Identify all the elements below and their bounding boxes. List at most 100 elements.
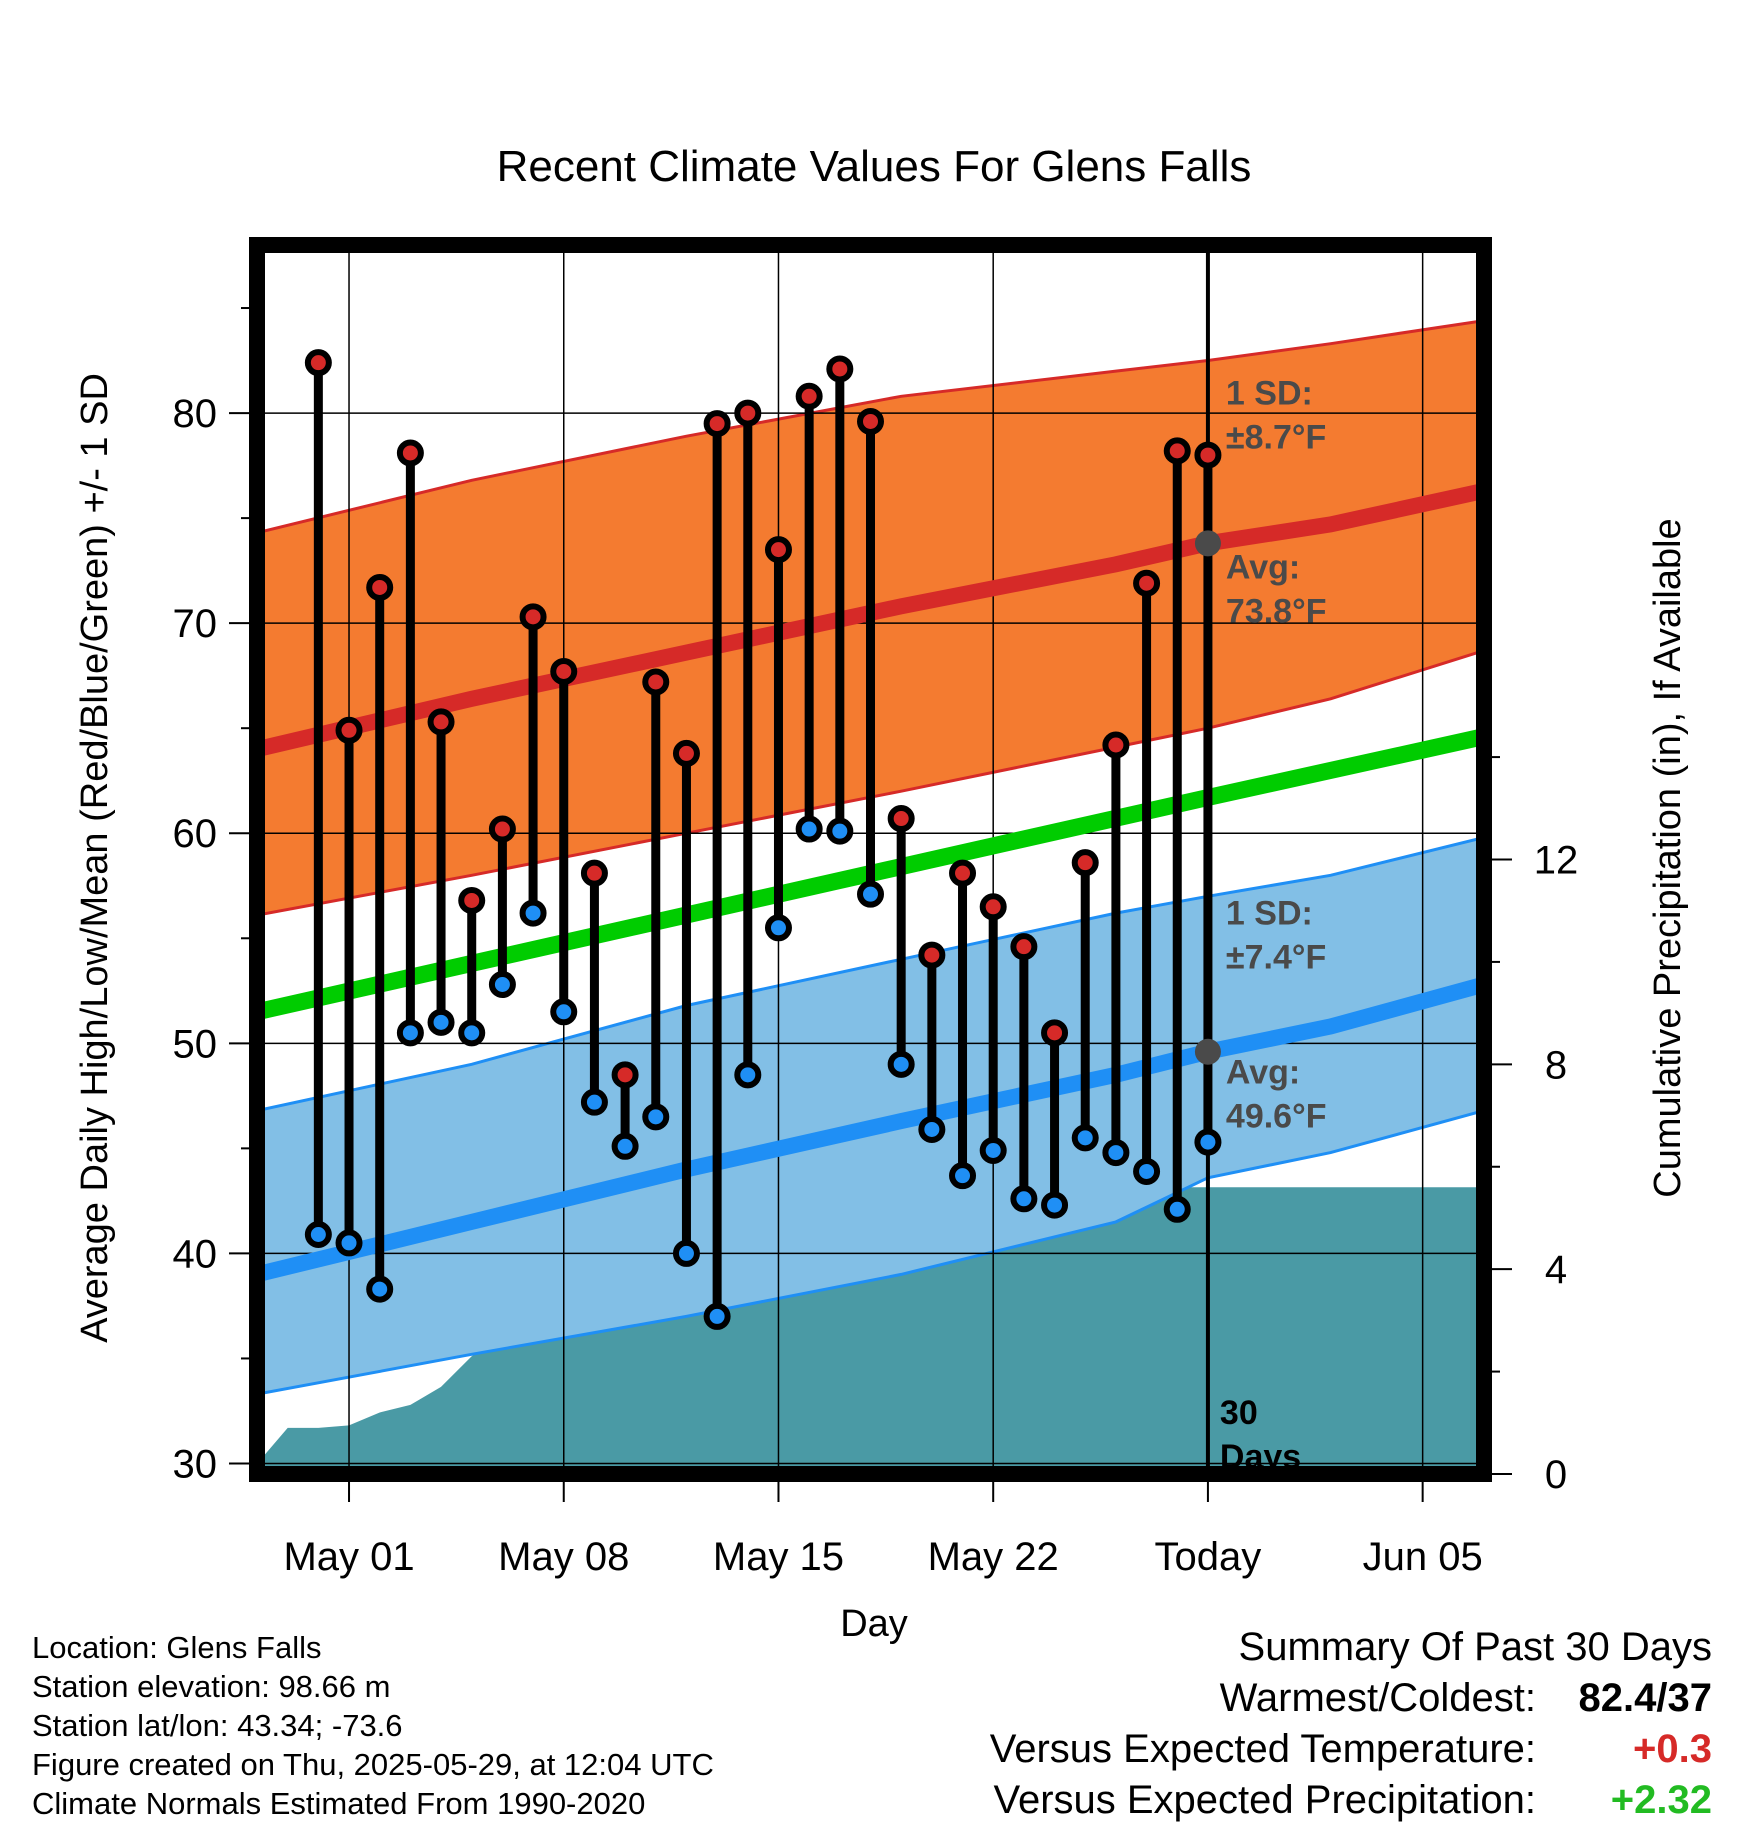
- today-high-avg-marker: [1194, 530, 1221, 557]
- daily-high-point: [304, 349, 332, 377]
- daily-low-point: [611, 1132, 639, 1160]
- daily-low-point: [642, 1103, 670, 1131]
- daily-high-point: [427, 708, 455, 736]
- daily-low-point: [1194, 1128, 1222, 1156]
- daily-high-point: [642, 668, 670, 696]
- daily-low-point: [918, 1115, 946, 1143]
- daily-high-point: [366, 573, 394, 601]
- y2-tick-label: 8: [1545, 1043, 1567, 1087]
- latlon-text: Station lat/lon: 43.34; -73.6: [32, 1708, 403, 1743]
- daily-high-point: [611, 1061, 639, 1089]
- daily-low-point: [703, 1302, 731, 1330]
- daily-low-point: [427, 1008, 455, 1036]
- daily-high-point: [1194, 441, 1222, 469]
- y-tick-label: 80: [173, 392, 218, 436]
- chart-title: Recent Climate Values For Glens Falls: [497, 142, 1252, 191]
- daily-high-point: [672, 739, 700, 767]
- normal-low-upper-line: [257, 835, 1484, 1113]
- x-tick-label: Jun 05: [1363, 1535, 1483, 1579]
- summary-row-warmest: Warmest/Coldest: 82.4/37: [990, 1673, 1712, 1724]
- daily-low-point: [1041, 1191, 1069, 1219]
- daily-high-point: [396, 439, 424, 467]
- x-tick-label: May 22: [928, 1535, 1059, 1579]
- y-tick-label: 70: [173, 602, 218, 646]
- x-tick-label: May 15: [713, 1535, 844, 1579]
- plot-layers: [257, 245, 1484, 1474]
- warmest-label: Warmest/Coldest:: [1219, 1676, 1536, 1720]
- daily-high-point: [1163, 437, 1191, 465]
- high-avg-annotation: Avg: 73.8°F: [1226, 548, 1327, 630]
- warmest-value: 82.4/37: [1578, 1676, 1712, 1720]
- daily-low-point: [857, 880, 884, 908]
- daily-low-point: [396, 1019, 424, 1047]
- y-tick-label: 60: [173, 812, 218, 856]
- y2-tick-label: 4: [1545, 1248, 1567, 1292]
- daily-low-point: [795, 815, 823, 843]
- station-info: Location: Glens Falls Station elevation:…: [32, 1628, 714, 1823]
- y-axis-label: Average Daily High/Low/Mean (Red/Blue/Gr…: [74, 373, 116, 1343]
- daily-high-point: [335, 716, 363, 744]
- daily-high-point: [519, 603, 547, 631]
- daily-high-point: [795, 382, 823, 410]
- daily-high-point: [1010, 933, 1038, 961]
- daily-low-point: [1010, 1185, 1038, 1213]
- x-tick-label: May 08: [498, 1535, 629, 1579]
- summary-panel: Summary Of Past 30 Days Warmest/Coldest:…: [990, 1622, 1712, 1826]
- daily-low-point: [335, 1229, 363, 1257]
- daily-low-point: [488, 971, 516, 999]
- y-tick-label: 30: [173, 1442, 218, 1486]
- today-low-avg-marker: [1194, 1038, 1221, 1065]
- y2-tick-label: 12: [1534, 839, 1579, 883]
- daily-high-point: [1133, 569, 1161, 597]
- daily-low-point: [734, 1061, 762, 1089]
- daily-low-point: [1102, 1139, 1130, 1167]
- daily-low-point: [458, 1019, 486, 1047]
- summary-heading: Summary Of Past 30 Days: [1238, 1625, 1712, 1669]
- daily-low-point: [1133, 1157, 1161, 1185]
- normal-high-upper-line: [257, 319, 1484, 535]
- daily-low-point: [366, 1275, 394, 1303]
- daily-low-point: [1163, 1195, 1191, 1223]
- daily-low-point: [304, 1221, 332, 1249]
- temp-label: Versus Expected Temperature:: [989, 1727, 1536, 1771]
- y-tick-label: 50: [173, 1022, 218, 1066]
- daily-low-point: [764, 914, 792, 942]
- elevation-text: Station elevation: 98.66 m: [32, 1669, 391, 1704]
- daily-low-point: [979, 1136, 1007, 1164]
- daily-high-point: [458, 886, 486, 914]
- daily-high-point: [580, 859, 608, 887]
- daily-high-point: [887, 805, 915, 833]
- daily-low-point: [826, 817, 854, 845]
- normal-low-lower-line: [257, 1109, 1484, 1396]
- daily-low-point: [949, 1162, 977, 1190]
- normals-text: Climate Normals Estimated From 1990-2020: [32, 1786, 646, 1821]
- x-tick-label: May 01: [283, 1535, 414, 1579]
- daily-high-point: [857, 407, 884, 435]
- daily-high-point: [1102, 731, 1130, 759]
- daily-low-point: [519, 899, 547, 927]
- normal-high-avg-line: [257, 482, 1484, 757]
- high-sd-annotation: 1 SD: ±8.7°F: [1226, 375, 1326, 457]
- precip-value: +2.32: [1610, 1778, 1712, 1822]
- y2-tick-label: 0: [1545, 1453, 1567, 1497]
- daily-low-point: [887, 1050, 915, 1078]
- y-tick-label: 40: [173, 1232, 218, 1276]
- daily-high-point: [550, 657, 578, 685]
- daily-high-point: [918, 941, 946, 969]
- daily-low-point: [580, 1088, 608, 1116]
- summary-row-precipitation: Versus Expected Precipitation: +2.32: [990, 1775, 1712, 1826]
- low-sd-annotation: 1 SD: ±7.4°F: [1226, 894, 1326, 976]
- daily-high-point: [979, 893, 1007, 921]
- location-text: Location: Glens Falls: [32, 1630, 322, 1665]
- y2-axis-label: Cumulative Precipitation (in), If Availa…: [1647, 518, 1689, 1197]
- daily-high-point: [734, 399, 762, 427]
- daily-high-point: [826, 355, 854, 383]
- daily-high-point: [488, 815, 516, 843]
- x-tick-label: Today: [1155, 1535, 1262, 1579]
- x-axis-label: Day: [840, 1603, 908, 1645]
- daily-high-point: [949, 859, 977, 887]
- daily-high-point: [703, 410, 731, 438]
- daily-high-point: [1071, 849, 1099, 877]
- daily-low-point: [550, 998, 578, 1026]
